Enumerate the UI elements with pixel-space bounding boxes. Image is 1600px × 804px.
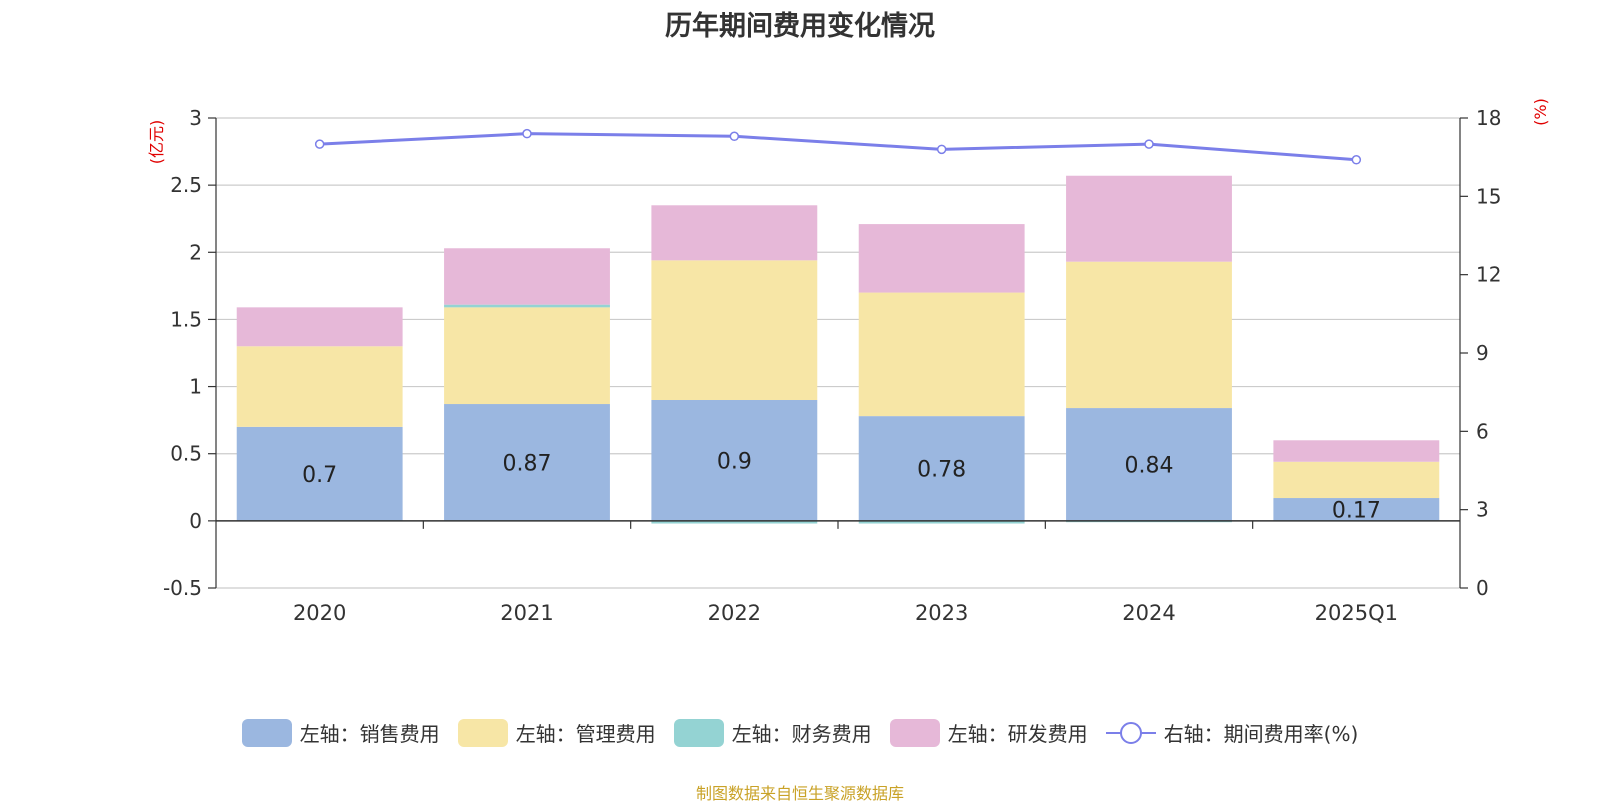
right-axis-tick-label: 6 (1476, 419, 1489, 443)
left-axis-tick-label: 1 (189, 375, 202, 399)
left-axis-tick-label: 2.5 (170, 173, 202, 197)
bar-segment (236, 307, 403, 347)
bar-segment (858, 224, 1025, 293)
chart-title: 历年期间费用变化情况 (665, 11, 935, 42)
bar-segment (858, 292, 1025, 417)
bar-segment (651, 205, 818, 261)
bar-segment (651, 520, 818, 524)
line-point (936, 144, 947, 155)
category-label: 2025Q1 (1315, 601, 1398, 625)
bar-data-label: 0.9 (717, 449, 752, 474)
category-label: 2023 (915, 601, 968, 625)
left-axis-tick-label: 3 (189, 106, 202, 130)
bar-segment (1066, 261, 1232, 409)
legend-item[interactable]: 左轴：财务费用 (673, 718, 872, 747)
legend-item[interactable]: 左轴：研发费用 (889, 718, 1088, 747)
legend-item[interactable]: 左轴：销售费用 (241, 718, 440, 747)
bar-segment (858, 520, 1025, 524)
right-axis-unit: (%) (1531, 98, 1550, 126)
line-point (729, 131, 740, 142)
legend-swatch (457, 718, 508, 747)
legend-swatch (889, 718, 940, 747)
right-axis-tick-label: 15 (1476, 184, 1501, 208)
bar-segment (1273, 498, 1440, 521)
bar-segment (444, 404, 610, 521)
legend-swatch (241, 718, 292, 747)
category-label: 2021 (500, 601, 553, 625)
legend-item[interactable]: 右轴：期间费用率(%) (1105, 718, 1359, 747)
bar-segment (236, 426, 403, 521)
line-point (1351, 155, 1362, 165)
category-label: 2020 (293, 601, 346, 625)
legend-label: 右轴：期间费用率(%) (1163, 722, 1359, 746)
legend-label: 左轴：研发费用 (947, 722, 1088, 746)
bar-segment (1066, 175, 1232, 262)
legend-label: 左轴：财务费用 (731, 722, 872, 746)
line-point (522, 128, 532, 139)
left-axis-tick-label: -0.5 (163, 576, 202, 600)
bar-segment (1273, 461, 1440, 499)
bar-data-label: 0.84 (1125, 453, 1174, 478)
line-point (314, 139, 325, 149)
bar-segment (1273, 440, 1440, 462)
left-axis-tick-label: 1.5 (170, 307, 202, 331)
right-axis-tick-label: 9 (1476, 341, 1489, 365)
bar-data-label: 0.87 (503, 451, 552, 476)
legend: 左轴：销售费用 左轴：管理费用 左轴：财务费用 左轴：研发费用 右轴：期间费用率(%) (0, 718, 1600, 747)
line-point (1144, 139, 1154, 149)
bar-segment (444, 307, 610, 405)
legend-line-marker-icon (1105, 719, 1156, 747)
legend-label: 左轴：管理费用 (515, 722, 656, 746)
bar-segment (1066, 408, 1232, 521)
legend-item[interactable]: 左轴：管理费用 (457, 718, 656, 747)
bar-data-label: 0.17 (1332, 498, 1381, 523)
bar-segment (651, 400, 818, 521)
right-axis-tick-label: 3 (1476, 498, 1489, 522)
bar-data-label: 0.78 (917, 457, 966, 482)
left-axis-tick-label: 2 (189, 240, 202, 264)
bar-data-label: 0.7 (302, 463, 337, 488)
bar-segment (236, 346, 403, 427)
category-label: 2024 (1122, 601, 1175, 625)
category-label: 2022 (708, 601, 761, 625)
bar-segment (858, 416, 1025, 521)
legend-swatch (673, 718, 724, 747)
source-note: 制图数据来自恒生聚源数据库 (695, 784, 904, 803)
left-axis-unit: (亿元) (147, 120, 166, 165)
bar-segment (444, 304, 610, 308)
bar-segment (651, 260, 818, 400)
left-axis-tick-label: 0.5 (170, 442, 202, 466)
legend-label: 左轴：销售费用 (299, 722, 440, 746)
left-axis-tick-label: 0 (189, 509, 202, 533)
bar-segment (444, 248, 610, 305)
right-axis-tick-label: 0 (1476, 576, 1489, 600)
line-series (319, 132, 1357, 162)
right-axis-tick-label: 18 (1476, 106, 1501, 130)
right-axis-tick-label: 12 (1476, 263, 1501, 287)
